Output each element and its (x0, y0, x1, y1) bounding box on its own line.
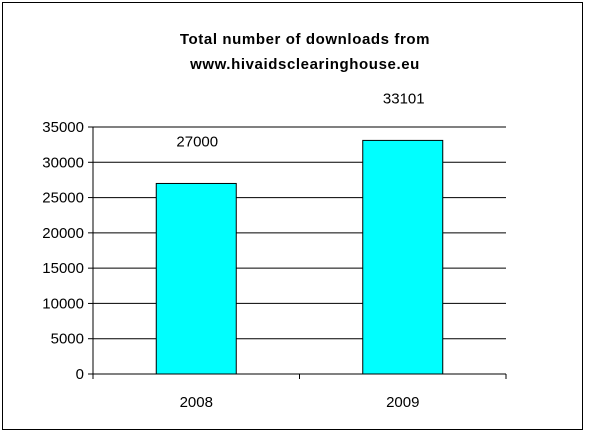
chart-frame (2, 2, 583, 430)
bar-2008 (155, 182, 237, 375)
y-tick-label-2: 10000 (42, 295, 84, 312)
y-tick-label-0: 0 (76, 366, 84, 383)
y-tick-label-4: 20000 (42, 225, 84, 242)
x-tick-label-2009: 2009 (386, 394, 419, 411)
y-tick-label-3: 15000 (42, 260, 84, 277)
y-tick-label-1: 5000 (51, 331, 84, 348)
x-tick-label-2008: 2008 (180, 394, 213, 411)
plot-area: 0 5000 10000 15000 20000 25000 30000 35000 27000… (42, 90, 507, 411)
y-tick-label-7: 35000 (42, 119, 84, 136)
chart-title-line1: Total number of downloads from (180, 31, 430, 48)
y-tick-label-6: 30000 (42, 154, 84, 171)
y-tick-label-5: 25000 (42, 190, 84, 207)
data-label-2008: 27000 (176, 133, 218, 150)
chart-title-line2: www.hivaidsclearinghouse.eu (189, 56, 420, 73)
data-label-2009: 33101 (383, 90, 425, 107)
bar-2009 (362, 139, 444, 375)
